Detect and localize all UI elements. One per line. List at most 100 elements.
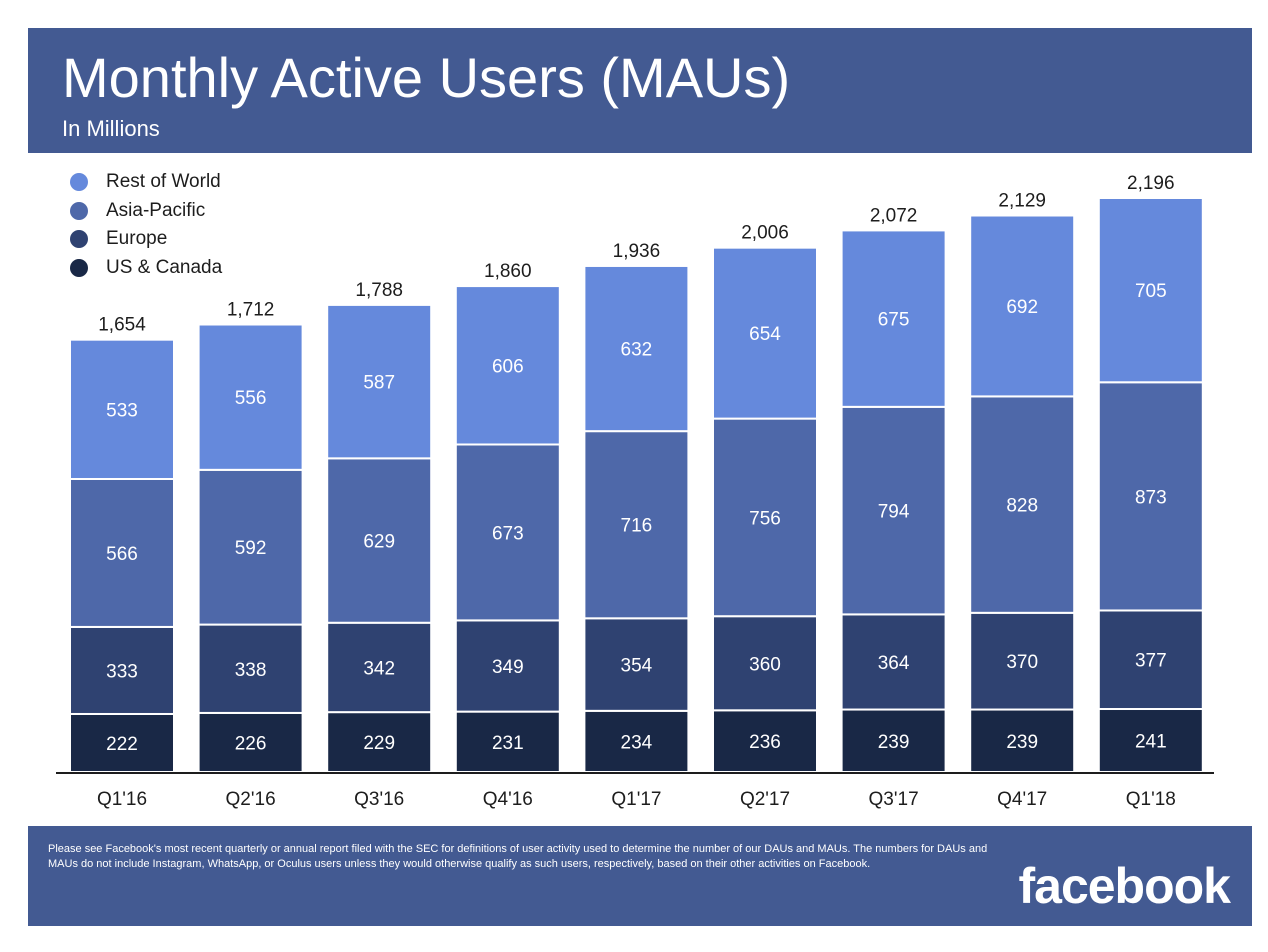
x-tick-label: Q4'17 — [997, 789, 1047, 810]
total-label: 1,936 — [613, 241, 661, 262]
bar-segment-asia-pacific — [712, 417, 818, 618]
data-label: 556 — [235, 388, 267, 409]
bar-segment-asia-pacific — [197, 468, 304, 626]
data-label: 654 — [749, 324, 781, 345]
bar-segment-asia-pacific — [969, 395, 1076, 614]
bar-segment-rest-of-world — [454, 285, 561, 446]
total-label: 2,072 — [870, 205, 918, 226]
legend-swatch — [70, 201, 88, 220]
data-label: 692 — [1006, 297, 1038, 318]
legend-item-asia-pacific: Asia-Pacific — [70, 197, 290, 226]
total-label: 1,654 — [98, 315, 146, 336]
bar-segment-rest-of-world — [840, 229, 947, 408]
x-tick-label: Q1'17 — [611, 789, 661, 810]
data-label: 364 — [878, 653, 910, 674]
data-label: 236 — [749, 732, 781, 753]
x-tick-label: Q2'17 — [740, 789, 790, 810]
bar-segment-asia-pacific — [326, 457, 433, 624]
legend-item-rest-of-world: Rest of World — [70, 168, 290, 197]
bar-segment-us-canada — [583, 709, 690, 773]
total-label: 1,712 — [227, 300, 275, 321]
bar-segment-us-canada — [454, 710, 561, 774]
total-label: 2,129 — [998, 191, 1046, 212]
data-label: 354 — [621, 656, 653, 677]
legend-label: Rest of World — [106, 171, 221, 193]
legend-item-europe: Europe — [70, 225, 290, 254]
data-label: 234 — [621, 732, 653, 753]
total-label: 1,860 — [484, 261, 532, 282]
data-label: 716 — [621, 516, 653, 537]
data-label: 756 — [749, 508, 781, 529]
data-label: 338 — [235, 660, 267, 681]
bar-segment-rest-of-world — [1097, 197, 1204, 384]
data-label: 587 — [363, 373, 395, 394]
bar-segment-us-canada — [197, 711, 304, 773]
data-label: 239 — [878, 732, 910, 753]
page-title: Monthly Active Users (MAUs) — [62, 46, 791, 109]
data-label: 828 — [1006, 496, 1038, 517]
chart-legend: Rest of World Asia-Pacific Europe US & Cana… — [70, 168, 290, 282]
total-label: 1,788 — [355, 280, 403, 301]
bar-segment-europe — [69, 625, 175, 715]
data-label: 705 — [1135, 281, 1167, 302]
x-tick-label: Q2'16 — [226, 789, 276, 810]
bar-segment-asia-pacific — [583, 430, 690, 620]
bar-segment-europe — [326, 621, 433, 714]
bar-segment-europe — [712, 615, 818, 712]
facebook-logo: facebook — [1018, 858, 1231, 914]
data-label: 239 — [1006, 732, 1038, 753]
bar-segment-rest-of-world — [197, 323, 304, 471]
legend-label: Europe — [106, 228, 168, 250]
legend-swatch — [70, 258, 88, 277]
total-label: 2,006 — [741, 223, 789, 244]
bar-segment-rest-of-world — [712, 246, 818, 420]
x-tick-label: Q3'17 — [869, 789, 919, 810]
footer-banner: Please see Facebook's most recent quarte… — [28, 826, 1252, 926]
bar-segment-us-canada — [69, 712, 175, 773]
data-label: 349 — [492, 657, 524, 678]
data-label: 606 — [492, 356, 524, 377]
bar-segment-us-canada — [326, 711, 433, 774]
footer-disclaimer: Please see Facebook's most recent quarte… — [48, 843, 988, 870]
bar-segment-asia-pacific — [454, 443, 561, 622]
bar-segment-europe — [197, 623, 304, 714]
data-label: 226 — [235, 733, 267, 754]
data-label: 629 — [363, 532, 395, 553]
data-label: 370 — [1006, 652, 1038, 673]
data-label: 794 — [878, 502, 910, 523]
header-banner: Monthly Active Users (MAUs) In Millions — [28, 28, 1252, 153]
bar-segment-us-canada — [1097, 708, 1204, 773]
data-label: 566 — [106, 544, 138, 565]
data-label: 873 — [1135, 487, 1167, 508]
legend-label: Asia-Pacific — [106, 199, 206, 221]
data-label: 533 — [106, 400, 138, 421]
data-label: 675 — [878, 310, 910, 331]
data-label: 592 — [235, 538, 267, 559]
bar-segment-europe — [840, 613, 947, 711]
bar-segment-rest-of-world — [969, 214, 1076, 398]
bar-segment-europe — [969, 611, 1076, 711]
x-tick-label: Q1'16 — [97, 789, 147, 810]
data-label: 241 — [1135, 732, 1167, 753]
bar-segment-rest-of-world — [326, 303, 433, 460]
data-label: 222 — [106, 734, 138, 755]
data-label: 377 — [1135, 651, 1167, 672]
legend-swatch — [70, 230, 88, 249]
data-label: 231 — [492, 733, 524, 754]
x-tick-label: Q3'16 — [354, 789, 404, 810]
bar-segment-asia-pacific — [69, 477, 175, 628]
legend-item-us-canada: US & Canada — [70, 254, 290, 283]
data-label: 229 — [363, 733, 395, 754]
bar-segment-asia-pacific — [840, 405, 947, 616]
x-tick-label: Q1'18 — [1126, 789, 1176, 810]
bar-segment-rest-of-world — [583, 264, 690, 433]
x-tick-label: Q4'16 — [483, 789, 533, 810]
bar-segment-rest-of-world — [69, 338, 175, 480]
bar-segment-asia-pacific — [1097, 381, 1204, 612]
total-label: 2,196 — [1127, 173, 1175, 194]
data-label: 342 — [363, 658, 395, 679]
data-label: 360 — [749, 654, 781, 675]
stacked-bar-chart: 222 333 566 533 1,654 Q1'16 226 338 592 556 1,712 Q… — [56, 173, 1214, 810]
data-label: 333 — [106, 661, 138, 682]
legend-label: US & Canada — [106, 256, 223, 278]
